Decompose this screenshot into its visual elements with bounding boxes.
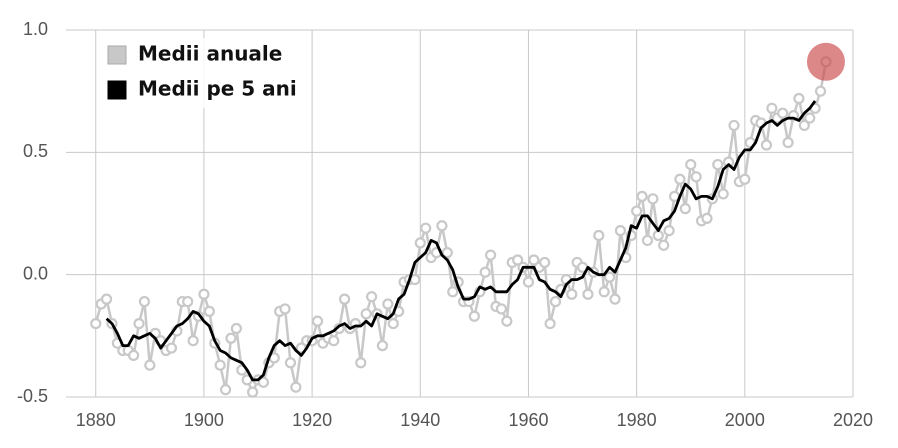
annual-point — [728, 119, 740, 132]
annual-point — [674, 173, 686, 185]
annual-point — [187, 335, 199, 347]
annual-point — [230, 322, 242, 335]
annual-point — [144, 359, 156, 371]
x-tick-label: 1940 — [400, 410, 440, 430]
annual-point — [641, 234, 654, 247]
annual-point — [338, 293, 351, 305]
annual-point — [636, 190, 648, 202]
annual-point — [133, 318, 145, 330]
annual-point — [582, 288, 594, 300]
annual-point — [598, 286, 610, 298]
highlight-point — [806, 42, 845, 81]
annual-point — [722, 156, 735, 168]
y-tick-label: 0.0 — [23, 263, 48, 283]
annual-point — [138, 295, 151, 308]
annual-point — [528, 254, 540, 266]
annual-point — [804, 112, 816, 124]
x-tick-label: 2000 — [725, 410, 765, 430]
annual-point — [512, 254, 524, 266]
annual-point — [701, 212, 713, 224]
legend-label: Medii anuale — [138, 42, 282, 66]
annual-point — [593, 229, 605, 242]
y-tick-label: -0.5 — [17, 386, 48, 406]
annual-point — [447, 286, 459, 298]
annual-point — [290, 381, 302, 393]
annual-point — [90, 318, 102, 330]
annual-point — [609, 293, 621, 305]
legend-box — [100, 38, 310, 108]
y-tick-label: 1.0 — [23, 19, 48, 39]
five-year-line — [105, 100, 817, 382]
annual-point — [214, 359, 226, 371]
annual-point — [485, 249, 497, 261]
x-tick-label: 1880 — [76, 410, 116, 430]
annual-point — [257, 376, 270, 388]
annual-point — [387, 318, 399, 330]
annual-point — [614, 225, 627, 237]
annual-point — [679, 203, 691, 215]
annual-point — [652, 229, 664, 242]
annual-point — [501, 315, 513, 327]
annual-point — [782, 136, 794, 149]
annual-point — [366, 291, 378, 303]
annual-point — [690, 171, 702, 183]
annual-point — [793, 92, 805, 105]
annual-point — [219, 384, 232, 396]
legend-swatch — [107, 80, 127, 100]
annual-point — [328, 335, 340, 347]
annual-point — [468, 310, 480, 322]
x-tick-label: 1920 — [292, 410, 332, 430]
annual-point — [544, 318, 556, 330]
annual-point — [777, 107, 789, 119]
x-tick-label: 1900 — [184, 410, 224, 430]
annual-point — [247, 386, 259, 398]
annual-point — [479, 266, 491, 278]
annual-line — [94, 61, 828, 394]
x-tick-label: 2020 — [833, 410, 873, 430]
annual-point — [382, 298, 394, 310]
annual-point — [128, 349, 140, 362]
annual-point — [203, 305, 215, 317]
annual-point — [739, 173, 751, 185]
annual-point — [355, 357, 367, 369]
annual-point — [549, 295, 562, 308]
annual-point — [376, 340, 389, 352]
annual-point — [814, 85, 827, 97]
annual-point — [522, 276, 535, 288]
annual-point — [717, 188, 729, 200]
annual-point — [165, 342, 178, 354]
annual-point — [712, 158, 724, 171]
annual-point — [284, 357, 297, 369]
annual-point — [414, 237, 426, 249]
legend-swatch — [107, 45, 127, 65]
annual-point — [566, 288, 578, 300]
annual-point — [279, 303, 291, 315]
annual-point — [647, 193, 659, 205]
annual-point — [100, 293, 113, 305]
annual-point — [225, 332, 237, 344]
annual-point — [798, 119, 810, 132]
y-tick-label: 0.5 — [23, 141, 48, 161]
annual-point — [631, 205, 643, 217]
annual-point — [760, 139, 773, 151]
annual-point — [441, 247, 453, 259]
annual-point — [658, 239, 670, 251]
annual-point — [182, 295, 194, 308]
x-tick-label: 1980 — [617, 410, 657, 430]
annual-point — [360, 308, 372, 320]
annual-point — [420, 222, 432, 234]
annual-point — [198, 288, 210, 300]
annual-point — [603, 271, 616, 283]
annual-point — [495, 303, 508, 315]
annual-point — [311, 315, 324, 327]
annual-point — [663, 225, 675, 237]
annual-point — [685, 158, 697, 171]
legend-label: Medii pe 5 ani — [138, 77, 297, 101]
annual-point — [436, 220, 448, 232]
x-tick-label: 1960 — [508, 410, 548, 430]
legend: Medii anuale Medii pe 5 ani — [100, 38, 310, 108]
annual-point — [539, 256, 551, 269]
annual-point — [766, 102, 778, 114]
